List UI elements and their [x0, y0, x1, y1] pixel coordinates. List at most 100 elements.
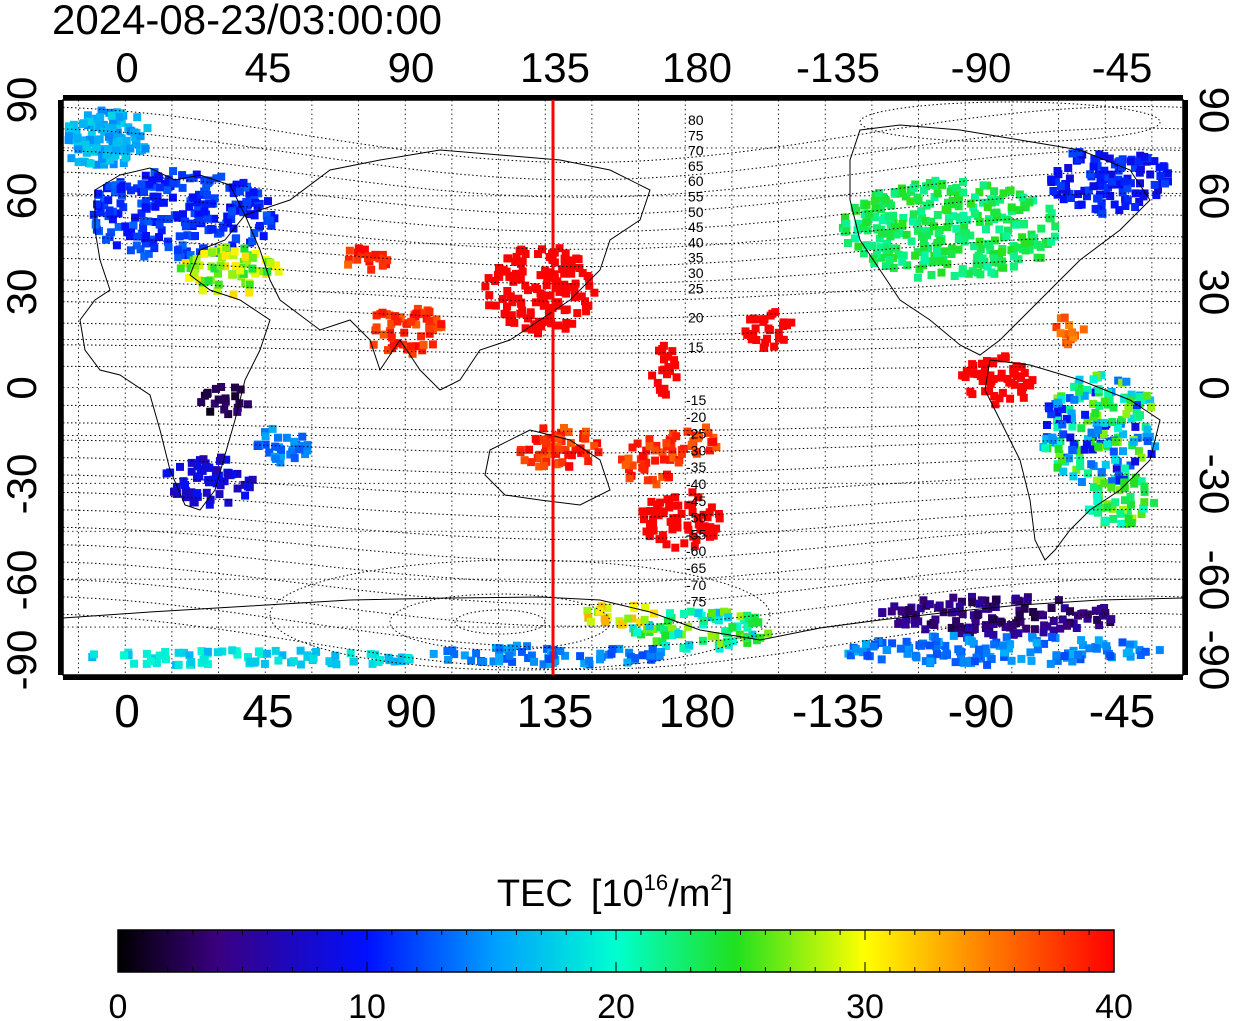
tec-cell [684, 525, 693, 534]
tec-cell [248, 475, 257, 484]
tec-cell [543, 273, 552, 282]
tec-cell [863, 651, 872, 660]
tec-cell [503, 302, 511, 311]
tec-cell [531, 434, 540, 443]
tec-cell [119, 142, 128, 151]
tec-cell [508, 657, 517, 666]
tec-cell [952, 224, 961, 233]
tec-cell [527, 458, 536, 467]
tec-cell [660, 384, 669, 393]
tec-cell [654, 500, 663, 509]
tec-cell [149, 192, 158, 201]
tec-cell [846, 651, 855, 660]
tec-cell [460, 651, 469, 660]
tec-cell [561, 651, 570, 660]
tec-cell [540, 462, 548, 470]
tec-cell [185, 273, 193, 282]
tec-cell [871, 212, 880, 221]
tec-cell [271, 442, 280, 451]
tec-cell [1011, 596, 1020, 605]
tec-cell [222, 243, 231, 252]
tec-cell [983, 203, 992, 212]
tec-cell [707, 608, 716, 617]
tec-cell [332, 660, 341, 669]
tec-cell [645, 442, 654, 451]
tec-cell [871, 204, 880, 213]
tec-cell [1146, 396, 1155, 405]
tec-cell [368, 659, 377, 668]
tec-cell [151, 202, 160, 211]
tec-cell [120, 651, 129, 660]
tec-cell [1094, 636, 1103, 645]
tec-cell [1028, 632, 1037, 641]
tec-cell [590, 288, 599, 297]
tec-cell [628, 443, 637, 452]
tec-cell [169, 167, 178, 176]
tec-cell [700, 522, 709, 531]
tec-cell [349, 657, 358, 666]
tec-cell [561, 249, 570, 258]
tec-cell [1084, 186, 1093, 195]
tec-cell [253, 204, 262, 213]
tec-cell [102, 235, 110, 244]
tec-cell [1094, 442, 1103, 451]
contour-label: -15 [686, 392, 706, 408]
right-tick: -60 [1191, 550, 1235, 611]
tec-cell [941, 641, 950, 650]
tec-cell [366, 650, 375, 659]
tec-cell [554, 284, 563, 292]
tec-cell [539, 424, 548, 433]
tec-cell [1059, 195, 1068, 204]
tec-cell [312, 647, 321, 656]
tec-cell [1025, 198, 1034, 207]
tec-cell [581, 303, 590, 312]
tec-cell [623, 658, 632, 667]
tec-cell [1090, 483, 1098, 492]
tec-cell [1058, 615, 1067, 624]
tec-cell [648, 475, 657, 484]
tec-cell [106, 210, 114, 219]
tec-cell [1049, 187, 1058, 195]
tec-cell [943, 223, 952, 232]
tec-cell [245, 210, 254, 219]
tec-cell [648, 371, 657, 380]
tec-cell [303, 441, 312, 450]
tec-cell [188, 219, 197, 228]
tec-cell [186, 264, 195, 273]
tec-cell [1020, 240, 1029, 248]
tec-cell [963, 216, 972, 225]
tec-cell [111, 181, 120, 190]
tec-cell [671, 361, 680, 370]
tec-cell [712, 524, 721, 533]
tec-cell [930, 621, 939, 629]
tec-cell [647, 655, 656, 664]
tec-cell [256, 221, 264, 230]
tec-cell [154, 198, 163, 207]
contour-label: -70 [686, 577, 706, 593]
tec-cell [1131, 473, 1140, 482]
tec-cell [956, 647, 964, 656]
tec-cell [698, 636, 707, 645]
tec-cell [642, 527, 651, 536]
tec-cell [651, 456, 660, 465]
tec-cell [224, 470, 233, 479]
tec-cell [768, 309, 777, 318]
tec-cell [633, 628, 642, 637]
tec-cell [176, 462, 184, 471]
tec-cell [577, 448, 586, 457]
tec-cell [217, 453, 225, 462]
tec-cell [1150, 180, 1159, 189]
tec-cell [491, 277, 500, 285]
contour-line [63, 526, 1183, 562]
tec-cell [667, 624, 676, 633]
tec-cell [596, 649, 605, 658]
tec-cell [723, 637, 732, 646]
tec-cell [505, 318, 514, 326]
tec-cell [562, 318, 571, 327]
tec-cell [978, 254, 987, 263]
tec-cell [775, 334, 783, 343]
tec-cell [1046, 659, 1055, 668]
tec-cell [925, 180, 934, 189]
tec-cell [1015, 206, 1024, 215]
